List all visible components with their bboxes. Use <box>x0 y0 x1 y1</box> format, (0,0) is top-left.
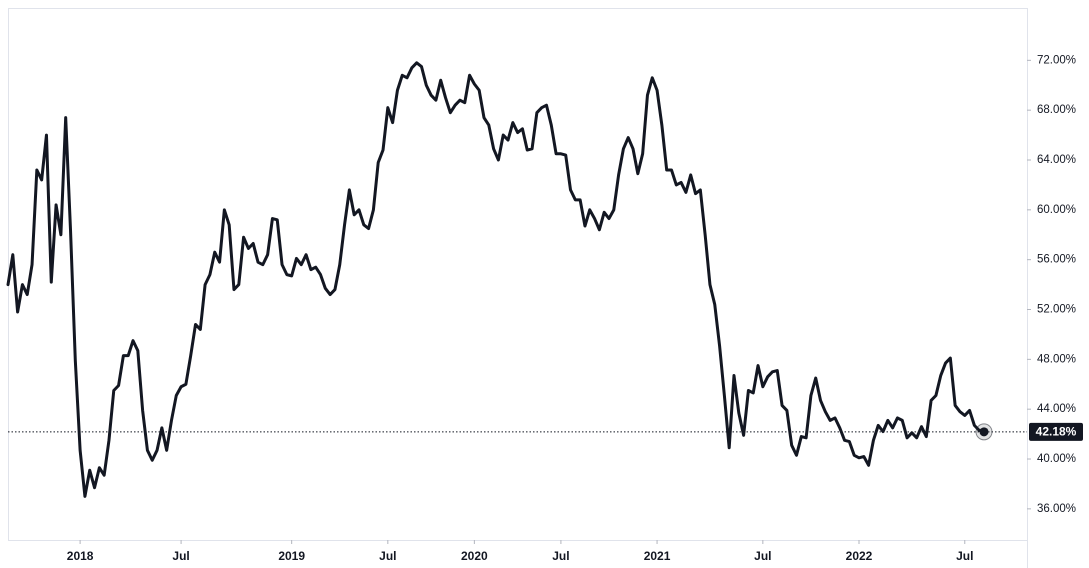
y-tick-label: 52.00% <box>1037 304 1076 316</box>
y-tick-label: 56.00% <box>1037 254 1076 266</box>
y-tick-label: 44.00% <box>1037 403 1076 415</box>
x-tick-label: Jul <box>552 549 569 563</box>
x-tick-label: 2019 <box>278 549 305 563</box>
x-tick-label: 2022 <box>846 549 873 563</box>
x-tick-label: Jul <box>379 549 396 563</box>
y-tick-label: 36.00% <box>1037 503 1076 515</box>
y-tick-label: 68.00% <box>1037 104 1076 116</box>
x-tick-label: Jul <box>754 549 771 563</box>
x-tick-label: 2021 <box>644 549 671 563</box>
plot-frame <box>8 8 1028 541</box>
last-point <box>979 427 989 437</box>
y-tick-label: 60.00% <box>1037 204 1076 216</box>
x-tick-label: 2020 <box>461 549 488 563</box>
price-line <box>6 61 986 498</box>
x-tick-label: 2018 <box>67 549 94 563</box>
y-tick-label: 72.00% <box>1037 54 1076 66</box>
last-value-badge <box>1029 422 1083 441</box>
x-tick-label: Jul <box>172 549 189 563</box>
x-tick-label: Jul <box>956 549 973 563</box>
last-value-label: 42.18% <box>1036 425 1077 439</box>
y-tick-label: 48.00% <box>1037 353 1076 365</box>
y-tick-label: 64.00% <box>1037 154 1076 166</box>
y-tick-label: 40.00% <box>1037 453 1076 465</box>
